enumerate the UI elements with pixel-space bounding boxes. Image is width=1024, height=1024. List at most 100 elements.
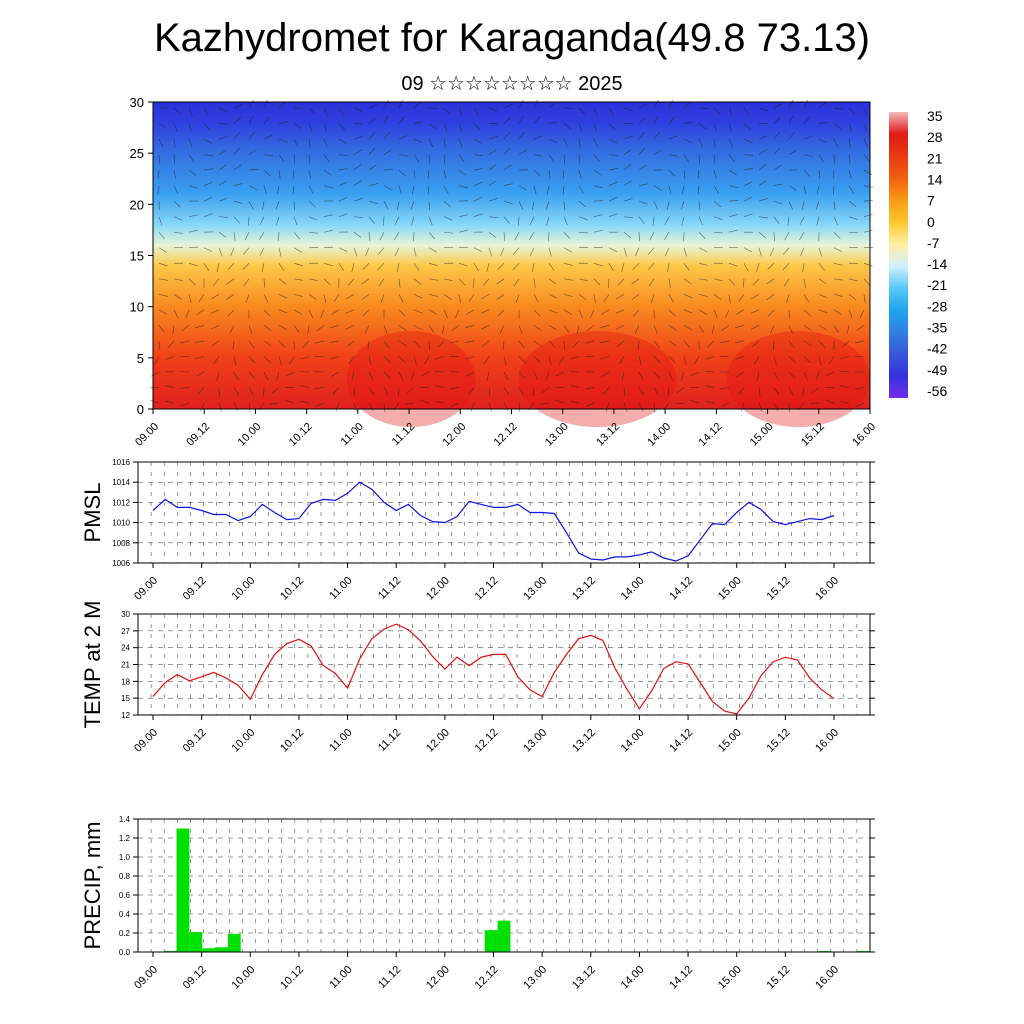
wind-barb bbox=[846, 325, 850, 335]
wind-barb bbox=[331, 309, 340, 315]
wind-barb bbox=[353, 107, 363, 112]
precip-bar bbox=[484, 930, 498, 952]
wind-barb bbox=[638, 117, 646, 124]
wind-barb bbox=[293, 247, 302, 253]
precip-panel: 0.0 0.2 0.4 0.6 0.8 1.0 1.2 1.4 09.00 09.12 10.00 1… bbox=[80, 815, 875, 992]
wind-barb bbox=[758, 180, 767, 186]
wind-barb bbox=[278, 121, 288, 124]
wind-barb bbox=[450, 340, 460, 344]
wind-barb bbox=[455, 309, 460, 319]
wind-barb bbox=[518, 201, 524, 210]
wind-barb bbox=[285, 371, 295, 377]
wind-barb bbox=[150, 371, 160, 377]
wind-barb bbox=[278, 278, 287, 285]
wind-barb bbox=[713, 309, 718, 319]
precip-bar bbox=[202, 948, 216, 952]
wind-barb bbox=[427, 185, 430, 195]
wind-barb bbox=[361, 294, 370, 300]
precip-frame bbox=[137, 818, 871, 953]
wind-barb bbox=[203, 213, 213, 218]
wind-barb bbox=[293, 138, 299, 148]
wind-barb bbox=[533, 294, 539, 303]
wind-barb bbox=[518, 387, 524, 396]
wind-barb bbox=[353, 197, 363, 202]
wind-barb bbox=[623, 107, 633, 112]
wind-barb bbox=[518, 371, 526, 379]
wind-barb bbox=[330, 340, 340, 343]
wind-barb bbox=[648, 278, 655, 287]
wind-barb bbox=[570, 356, 580, 360]
wind-barb bbox=[743, 107, 750, 116]
wind-barb bbox=[621, 263, 625, 273]
wind-barb bbox=[833, 154, 835, 164]
wind-barb bbox=[362, 263, 370, 271]
heatmap-x-tick-label: 11.00 bbox=[339, 421, 366, 448]
wind-barb bbox=[308, 107, 316, 115]
wind-barb bbox=[803, 278, 806, 288]
wind-barb bbox=[428, 231, 436, 240]
wind-barb bbox=[803, 154, 813, 157]
pmsl-x-tick-label: 13.00 bbox=[521, 575, 549, 603]
wind-barb bbox=[450, 387, 460, 389]
wind-barb bbox=[263, 325, 272, 331]
wind-barb bbox=[563, 262, 573, 266]
wind-barb bbox=[218, 216, 228, 218]
precip-y-tick-label: 0.4 bbox=[119, 910, 131, 919]
wind-barb bbox=[230, 247, 235, 257]
wind-barb bbox=[832, 185, 835, 195]
wind-barb bbox=[773, 216, 780, 225]
wind-barb bbox=[840, 385, 850, 388]
colorbar-label: 21 bbox=[927, 150, 943, 166]
wind-barb bbox=[533, 154, 543, 157]
wind-barb bbox=[383, 371, 391, 379]
wind-barb bbox=[647, 263, 655, 271]
wind-barb bbox=[848, 139, 851, 149]
wind-barb bbox=[413, 340, 421, 348]
wind-barb bbox=[443, 107, 451, 115]
wind-barb bbox=[428, 138, 434, 148]
wind-barb bbox=[545, 371, 550, 381]
wind-barb bbox=[458, 154, 465, 163]
wind-barb bbox=[503, 117, 511, 124]
wind-barb bbox=[756, 263, 760, 272]
wind-barb bbox=[158, 340, 161, 350]
wind-barb bbox=[713, 294, 722, 301]
wind-barb bbox=[383, 149, 392, 155]
wind-barb bbox=[833, 123, 842, 130]
wind-barb bbox=[248, 149, 257, 155]
wind-barb bbox=[278, 138, 288, 143]
wind-barb bbox=[548, 247, 552, 257]
colorbar-label: -49 bbox=[927, 362, 947, 378]
wind-barb bbox=[532, 387, 535, 397]
wind-barb bbox=[338, 181, 348, 186]
wind-barb bbox=[233, 147, 241, 155]
wind-barb bbox=[773, 340, 775, 350]
wind-barb bbox=[261, 263, 265, 273]
wind-barb bbox=[488, 231, 497, 239]
precip-bar bbox=[176, 828, 190, 952]
wind-barb bbox=[799, 232, 805, 241]
wind-barb bbox=[638, 216, 645, 225]
wind-barb bbox=[697, 170, 700, 180]
wind-barb bbox=[413, 356, 417, 366]
wind-barb bbox=[158, 138, 164, 148]
wind-barb bbox=[398, 116, 406, 124]
wind-barb bbox=[486, 371, 490, 381]
wind-barb bbox=[443, 123, 448, 133]
wind-barb bbox=[803, 169, 811, 177]
wind-barb bbox=[232, 340, 235, 350]
wind-barb bbox=[338, 213, 348, 218]
wind-barb bbox=[226, 294, 235, 300]
wind-barb bbox=[690, 399, 700, 404]
wind-barb bbox=[496, 278, 505, 285]
wind-barb bbox=[638, 402, 644, 412]
wind-barb bbox=[330, 325, 340, 329]
wind-barb bbox=[308, 216, 318, 221]
wind-barb bbox=[683, 263, 690, 271]
wind-barb bbox=[383, 356, 391, 364]
pmsl-x-tick-label: 12.12 bbox=[473, 575, 501, 603]
wind-barb bbox=[277, 232, 280, 242]
wind-barb bbox=[488, 247, 493, 257]
wind-barb bbox=[157, 185, 160, 195]
wind-barb bbox=[518, 149, 527, 155]
